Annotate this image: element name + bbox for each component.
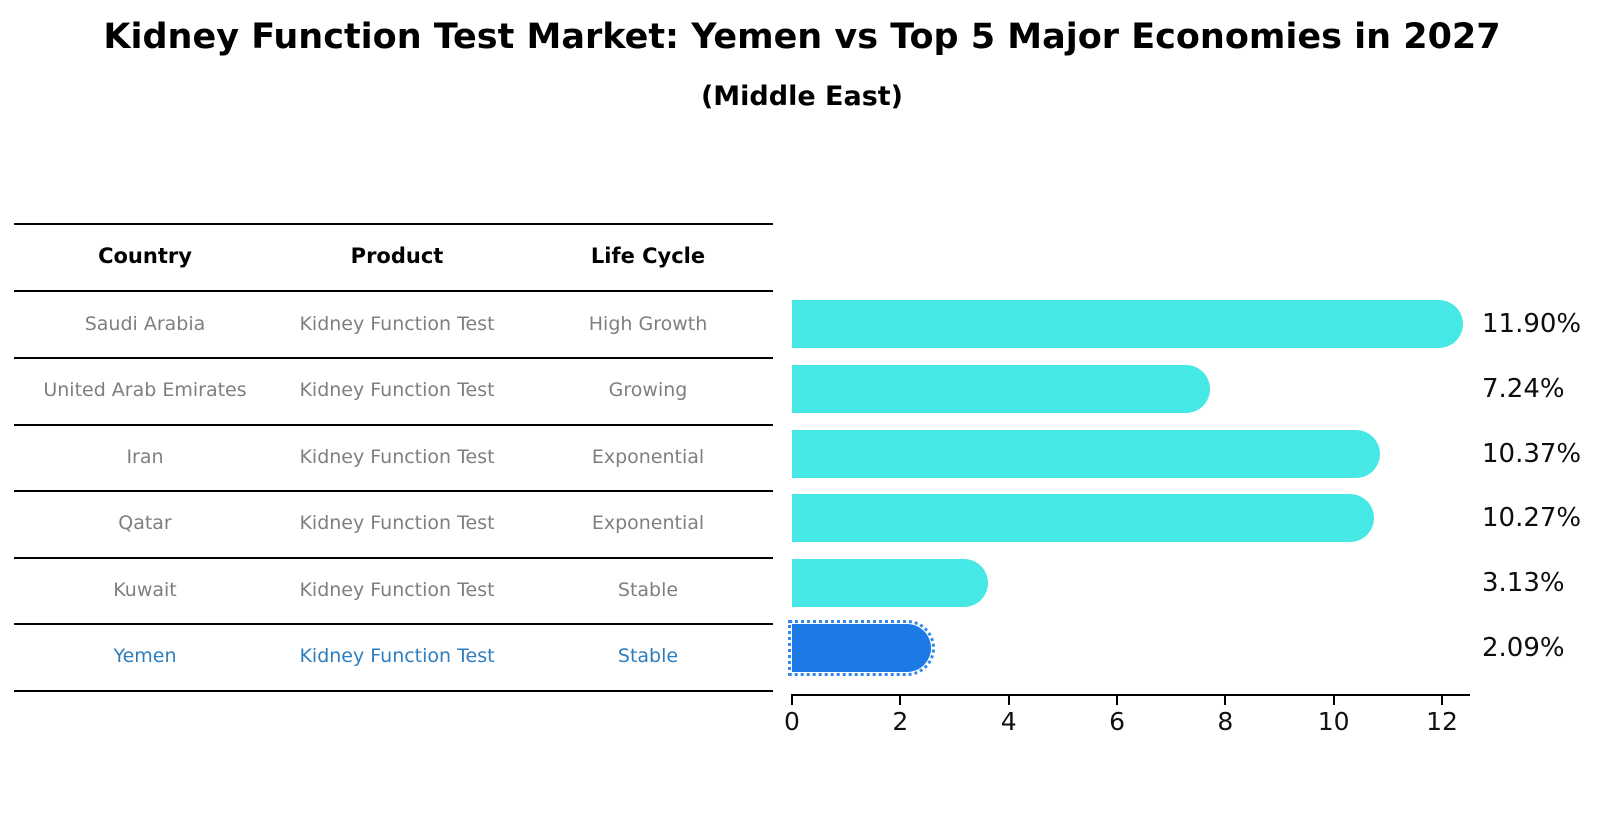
table-divider (14, 490, 773, 492)
value-label: 3.13% (1482, 568, 1565, 599)
column-header-country: Country (98, 244, 192, 268)
table-divider (14, 623, 773, 625)
x-axis-tick (1116, 694, 1119, 705)
x-axis-tick-label: 10 (1317, 707, 1350, 736)
x-axis-tick-label: 4 (1000, 707, 1017, 736)
x-axis-tick (1007, 694, 1010, 705)
table-divider (14, 424, 773, 426)
bar-iran (792, 429, 1380, 478)
x-axis-tick-label: 6 (1109, 707, 1125, 736)
cell-product: Kidney Function Test (299, 446, 495, 468)
x-axis-tick-label: 8 (1217, 707, 1234, 736)
value-label: 10.37% (1482, 438, 1582, 469)
cell-life-cycle: Stable (617, 579, 679, 601)
cell-product: Kidney Function Test (299, 645, 495, 667)
table-divider (14, 557, 773, 559)
bar-qatar (792, 494, 1375, 543)
value-label: 2.09% (1482, 633, 1565, 663)
column-header-product: Product (350, 244, 444, 268)
bar-saudi-arabia (792, 300, 1463, 348)
table-divider (14, 357, 773, 359)
cell-life-cycle: Growing (608, 379, 688, 401)
cell-product: Kidney Function Test (299, 379, 495, 401)
value-label: 10.27% (1482, 503, 1582, 534)
value-label: 7.24% (1482, 373, 1565, 404)
cell-country: Saudi Arabia (84, 313, 206, 335)
chart-subtitle: (Middle East) (700, 81, 904, 112)
table-divider (14, 290, 773, 292)
x-axis-tick (1332, 694, 1335, 705)
chart-title: Kidney Function Test Market: Yemen vs To… (103, 17, 1501, 57)
value-label: 11.90% (1482, 309, 1582, 339)
x-axis-line (792, 694, 1470, 696)
bar-united-arab-emirates (792, 364, 1211, 413)
cell-life-cycle: Stable (617, 645, 679, 667)
cell-life-cycle: High Growth (588, 313, 708, 335)
bar-yemen (787, 620, 936, 676)
x-axis-tick (899, 694, 902, 705)
cell-country: Iran (126, 446, 164, 468)
cell-country: Yemen (113, 645, 177, 667)
column-header-life-cycle: Life Cycle (590, 244, 706, 268)
cell-product: Kidney Function Test (299, 512, 495, 534)
bar-kuwait (792, 559, 988, 608)
cell-life-cycle: Exponential (591, 512, 705, 534)
cell-country: Kuwait (113, 579, 177, 601)
cell-product: Kidney Function Test (299, 313, 495, 335)
table-divider (14, 690, 773, 692)
x-axis-tick-label: 0 (784, 707, 800, 736)
x-axis-tick-label: 2 (892, 707, 909, 736)
cell-country: Qatar (118, 512, 172, 534)
cell-product: Kidney Function Test (299, 579, 495, 601)
x-axis-tick-label: 12 (1426, 707, 1458, 736)
bar-chart: 11.90% 7.24% 10.37% 10.27% 3.13% 2.09% 0… (784, 0, 1604, 823)
cell-life-cycle: Exponential (591, 446, 705, 468)
x-axis-tick (1441, 694, 1444, 705)
cell-country: United Arab Emirates (43, 379, 247, 401)
table-divider (14, 223, 773, 225)
x-axis-tick (791, 694, 793, 705)
x-axis-tick (1224, 694, 1227, 705)
